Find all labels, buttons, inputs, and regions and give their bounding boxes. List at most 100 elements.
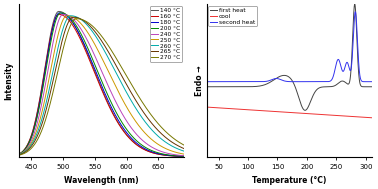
first heat [233,86,238,88]
180 °C [57,12,62,14]
Legend: first heat, cool, second heat: first heat, cool, second heat [209,6,257,26]
140 °C [93,70,97,72]
200 °C [59,12,63,14]
270 °C [93,27,97,29]
second heat [275,77,279,80]
250 °C [177,152,181,154]
140 °C [57,10,61,12]
260 °C [181,150,186,152]
270 °C [25,151,29,153]
X-axis label: Temperature (°C): Temperature (°C) [252,176,327,185]
second heat [223,81,228,83]
Line: 200 °C: 200 °C [19,13,184,156]
160 °C [17,153,21,155]
270 °C [181,144,186,146]
265 °C [97,36,101,38]
200 °C [93,63,97,65]
240 °C [97,64,101,67]
250 °C [147,136,151,138]
Line: 240 °C: 240 °C [19,14,184,156]
cool [268,110,272,112]
cool [223,107,228,109]
240 °C [147,144,151,146]
200 °C [17,153,21,155]
first heat [303,109,307,112]
250 °C [97,51,101,54]
260 °C [147,125,151,128]
240 °C [61,13,65,15]
260 °C [93,34,97,36]
160 °C [147,150,151,153]
Line: 140 °C: 140 °C [19,11,184,156]
180 °C [25,146,29,148]
first heat [204,86,209,88]
X-axis label: Wavelength (nm): Wavelength (nm) [64,176,139,185]
Legend: 140 °C, 160 °C, 180 °C, 200 °C, 240 °C, 250 °C, 260 °C, 265 °C, 270 °C: 140 °C, 160 °C, 180 °C, 200 °C, 240 °C, … [150,6,182,62]
200 °C [177,155,181,157]
180 °C [147,149,151,152]
260 °C [17,154,21,156]
240 °C [17,153,21,156]
140 °C [177,155,181,157]
270 °C [74,18,79,20]
250 °C [93,43,97,45]
first heat [366,86,371,88]
cool [349,115,353,118]
260 °C [97,40,101,43]
cool [275,111,279,113]
200 °C [25,145,29,147]
first heat [268,81,272,83]
140 °C [147,150,151,153]
160 °C [25,144,29,147]
265 °C [93,30,97,33]
Line: 265 °C: 265 °C [19,17,184,155]
180 °C [177,155,181,157]
140 °C [181,155,186,158]
200 °C [181,155,186,157]
first heat [352,3,357,5]
Line: 250 °C: 250 °C [19,16,184,155]
180 °C [93,68,97,70]
260 °C [177,148,181,150]
250 °C [17,153,21,156]
200 °C [147,148,151,150]
second heat [204,81,209,83]
Line: first heat: first heat [207,4,372,110]
240 °C [25,147,29,149]
265 °C [181,147,186,150]
140 °C [17,153,21,155]
240 °C [177,154,181,156]
Line: second heat: second heat [207,12,372,82]
265 °C [25,149,29,152]
180 °C [177,155,181,157]
140 °C [177,155,181,157]
180 °C [97,78,101,81]
265 °C [147,119,151,121]
first heat [349,71,353,73]
240 °C [177,154,181,156]
270 °C [177,141,181,143]
cool [366,116,371,119]
cool [204,106,209,108]
160 °C [57,13,61,15]
Line: 180 °C: 180 °C [19,13,184,156]
270 °C [147,111,151,113]
200 °C [177,155,181,157]
140 °C [25,144,29,146]
240 °C [181,155,186,157]
240 °C [93,54,97,57]
270 °C [97,32,101,34]
260 °C [177,148,181,151]
second heat [233,81,238,83]
180 °C [17,153,21,156]
Line: cool: cool [207,107,372,118]
Line: 160 °C: 160 °C [19,14,184,156]
270 °C [177,141,181,143]
second heat [349,69,353,71]
cool [233,108,238,110]
Line: 260 °C: 260 °C [19,16,184,155]
250 °C [25,148,29,150]
second heat [353,11,358,13]
265 °C [177,145,181,147]
265 °C [71,16,76,18]
